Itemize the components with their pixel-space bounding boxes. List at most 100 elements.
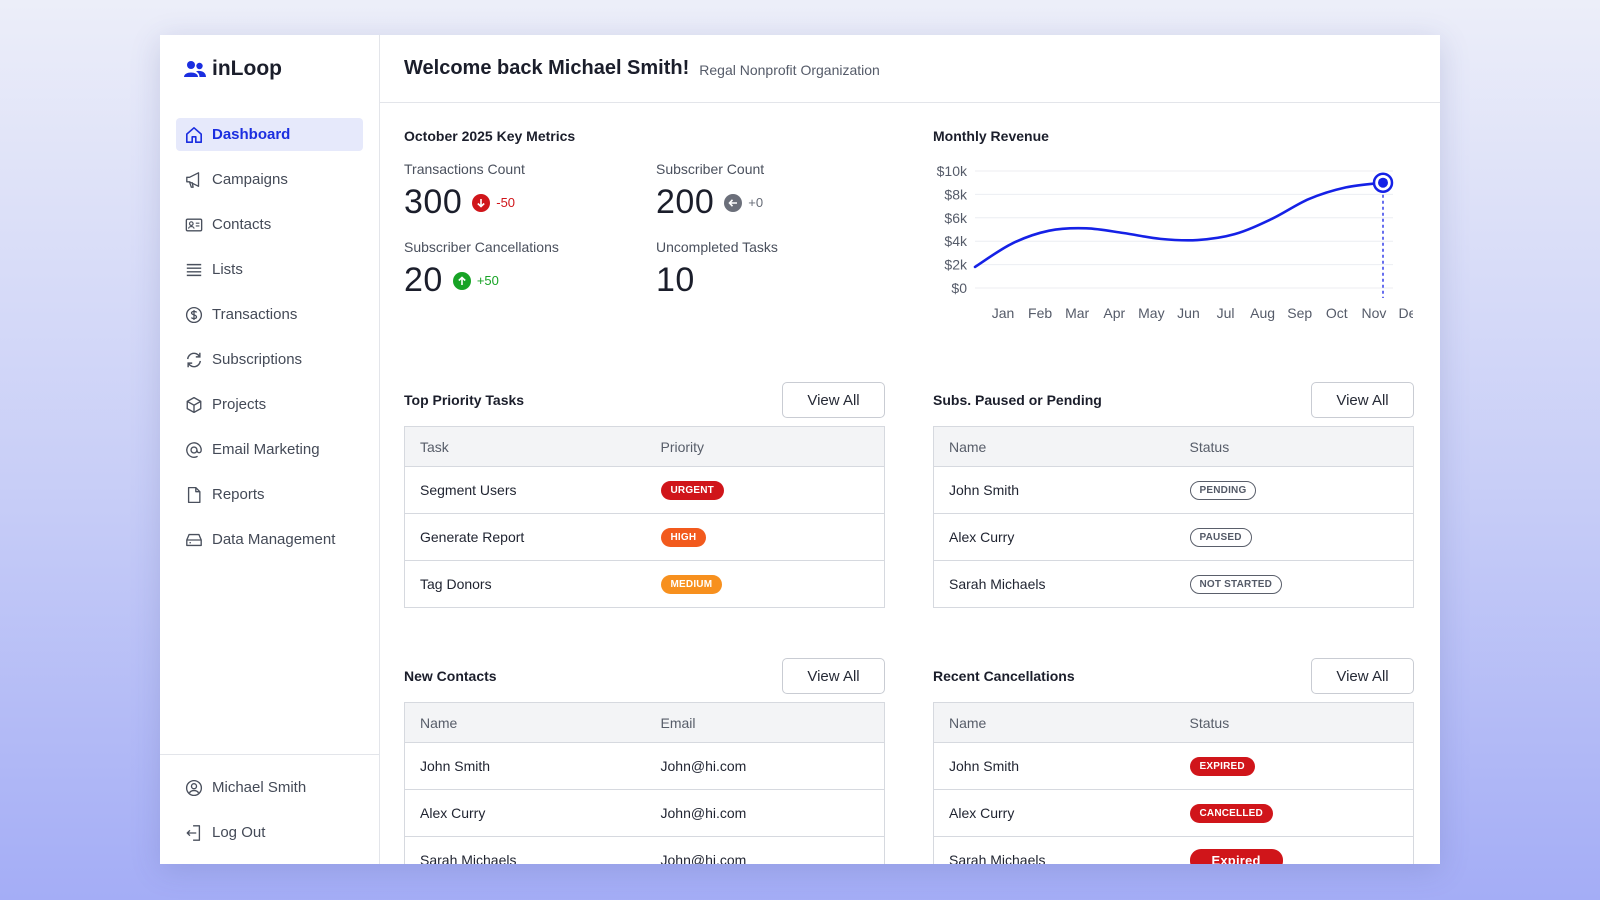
sidebar-item-reports[interactable]: Reports bbox=[176, 478, 363, 511]
sidebar-item-label: Campaigns bbox=[212, 171, 288, 188]
at-icon bbox=[186, 441, 202, 458]
sidebar-item-data-management[interactable]: Data Management bbox=[176, 523, 363, 556]
highlight-point[interactable] bbox=[1378, 177, 1388, 188]
x-tick-label: Dec bbox=[1399, 305, 1413, 321]
task-name: Generate Report bbox=[404, 513, 646, 561]
contact-email: John@hi.com bbox=[645, 742, 885, 790]
sidebar-item-campaigns[interactable]: Campaigns bbox=[176, 163, 363, 196]
metric-delta: -50 bbox=[472, 193, 516, 212]
contacts-table: Name Email John Smith John@hi.com Alex C… bbox=[404, 702, 885, 864]
app-logo[interactable]: inLoop bbox=[160, 35, 379, 103]
task-name: Tag Donors bbox=[404, 560, 646, 608]
table-row[interactable]: John Smith PENDING bbox=[933, 466, 1414, 514]
new-contacts: New Contacts View All Name Email John Sm… bbox=[404, 658, 885, 864]
priority-badge: HIGH bbox=[660, 528, 707, 547]
revenue-line-chart: $10k $8k $6k $4k $2k $0 Jan Feb Mar Apr May Jun Jul A… bbox=[937, 163, 1413, 321]
sidebar-item-label: Email Marketing bbox=[212, 441, 320, 458]
contact-name: Alex Curry bbox=[404, 789, 646, 837]
table-row[interactable]: Sarah Michaels John@hi.com bbox=[404, 836, 885, 864]
view-all-cancellations-button[interactable]: View All bbox=[1311, 658, 1414, 694]
x-tick-label: Apr bbox=[1103, 305, 1125, 321]
y-tick-label: $4k bbox=[944, 233, 968, 249]
table-row[interactable]: Alex Curry PAUSED bbox=[933, 513, 1414, 561]
status-badge: PAUSED bbox=[1189, 528, 1252, 547]
revenue-series-line bbox=[973, 181, 1385, 269]
section-title: New Contacts bbox=[404, 668, 497, 684]
y-tick-label: $0 bbox=[951, 280, 967, 296]
metric-value: 20 bbox=[404, 261, 443, 299]
view-all-contacts-button[interactable]: View All bbox=[782, 658, 885, 694]
metric-delta: +50 bbox=[452, 271, 499, 290]
table-row[interactable]: John Smith John@hi.com bbox=[404, 742, 885, 790]
table-row[interactable]: Segment Users URGENT bbox=[404, 466, 885, 514]
column-header: Status bbox=[1174, 426, 1414, 467]
sidebar-item-label: Subscriptions bbox=[212, 351, 303, 368]
y-tick-label: $6k bbox=[944, 210, 968, 226]
subscriber-name: Sarah Michaels bbox=[933, 836, 1175, 864]
sidebar-item-label: Projects bbox=[212, 396, 267, 413]
list-icon bbox=[186, 263, 202, 276]
metric-value: 10 bbox=[656, 261, 695, 299]
column-header: Priority bbox=[645, 426, 885, 467]
sidebar-nav: Dashboard Campaigns Contacts Lists Trans… bbox=[160, 103, 379, 568]
sidebar: inLoop Dashboard Campaigns Contacts List… bbox=[160, 35, 380, 864]
monthly-revenue: Monthly Revenue $10k $8k $6k $4k $2k $0 Jan Feb… bbox=[933, 128, 1413, 338]
user-circle-icon bbox=[185, 779, 203, 796]
table-row[interactable]: John Smith EXPIRED bbox=[933, 742, 1414, 790]
sidebar-item-label: Log Out bbox=[212, 824, 266, 841]
subscriber-name: John Smith bbox=[933, 742, 1175, 790]
metric-label: Transactions Count bbox=[404, 161, 525, 177]
sidebar-footer: Michael Smith Log Out bbox=[160, 754, 379, 864]
table-row[interactable]: Sarah Michaels Expired bbox=[933, 836, 1414, 864]
sidebar-item-label: Dashboard bbox=[212, 126, 291, 143]
users-icon bbox=[184, 61, 206, 77]
priority-badge: MEDIUM bbox=[660, 575, 723, 594]
table-row[interactable]: Sarah Michaels NOT STARTED bbox=[933, 560, 1414, 608]
sidebar-item-dashboard[interactable]: Dashboard bbox=[176, 118, 363, 151]
table-row[interactable]: Generate Report HIGH bbox=[404, 513, 885, 561]
table-row[interactable]: Tag Donors MEDIUM bbox=[404, 560, 885, 608]
subscriber-name: John Smith bbox=[933, 466, 1175, 514]
sidebar-item-logout[interactable]: Log Out bbox=[176, 816, 363, 849]
sidebar-item-projects[interactable]: Projects bbox=[176, 388, 363, 421]
y-tick-label: $8k bbox=[944, 186, 968, 202]
metric-transactions-count: Transactions Count 300 -50 bbox=[404, 161, 656, 239]
cube-icon bbox=[186, 396, 202, 413]
subs-paused-pending: Subs. Paused or Pending View All Name St… bbox=[933, 382, 1414, 608]
table-row[interactable]: Alex Curry John@hi.com bbox=[404, 789, 885, 837]
column-header: Status bbox=[1174, 702, 1414, 743]
metric-delta-value: -50 bbox=[496, 195, 516, 210]
sidebar-item-label: Michael Smith bbox=[212, 779, 307, 796]
column-header: Email bbox=[645, 702, 885, 743]
sidebar-item-contacts[interactable]: Contacts bbox=[176, 208, 363, 241]
dollar-icon bbox=[185, 306, 203, 323]
sidebar-item-transactions[interactable]: Transactions bbox=[176, 298, 363, 331]
app-name: inLoop bbox=[212, 57, 282, 80]
contact-name: John Smith bbox=[404, 742, 646, 790]
contact-email: John@hi.com bbox=[645, 789, 885, 837]
sidebar-item-subscriptions[interactable]: Subscriptions bbox=[176, 343, 363, 376]
page-title: Welcome back Michael Smith! bbox=[404, 57, 690, 79]
priority-badge: URGENT bbox=[660, 481, 724, 500]
view-all-subs-button[interactable]: View All bbox=[1311, 382, 1414, 418]
table-row[interactable]: Alex Curry CANCELLED bbox=[933, 789, 1414, 837]
view-all-tasks-button[interactable]: View All bbox=[782, 382, 885, 418]
section-title: Recent Cancellations bbox=[933, 668, 1075, 684]
metric-label: Subscriber Count bbox=[656, 161, 765, 177]
sidebar-item-label: Reports bbox=[212, 486, 265, 503]
sidebar-item-lists[interactable]: Lists bbox=[176, 253, 363, 286]
logout-icon bbox=[186, 824, 201, 841]
metric-label: Subscriber Cancellations bbox=[404, 239, 559, 255]
arrow-up-icon bbox=[452, 271, 471, 290]
column-header: Name bbox=[933, 426, 1175, 467]
contact-card-icon bbox=[185, 217, 203, 232]
key-metrics: October 2025 Key Metrics Transactions Co… bbox=[404, 128, 874, 317]
subscriber-name: Alex Curry bbox=[933, 513, 1175, 561]
status-badge: CANCELLED bbox=[1189, 804, 1273, 823]
refresh-icon bbox=[186, 352, 202, 367]
sidebar-item-profile[interactable]: Michael Smith bbox=[176, 771, 363, 804]
sidebar-item-email-marketing[interactable]: Email Marketing bbox=[176, 433, 363, 466]
arrow-left-icon bbox=[724, 193, 743, 212]
organization-name: Regal Nonprofit Organization bbox=[699, 62, 880, 78]
metric-label: Uncompleted Tasks bbox=[656, 239, 778, 255]
